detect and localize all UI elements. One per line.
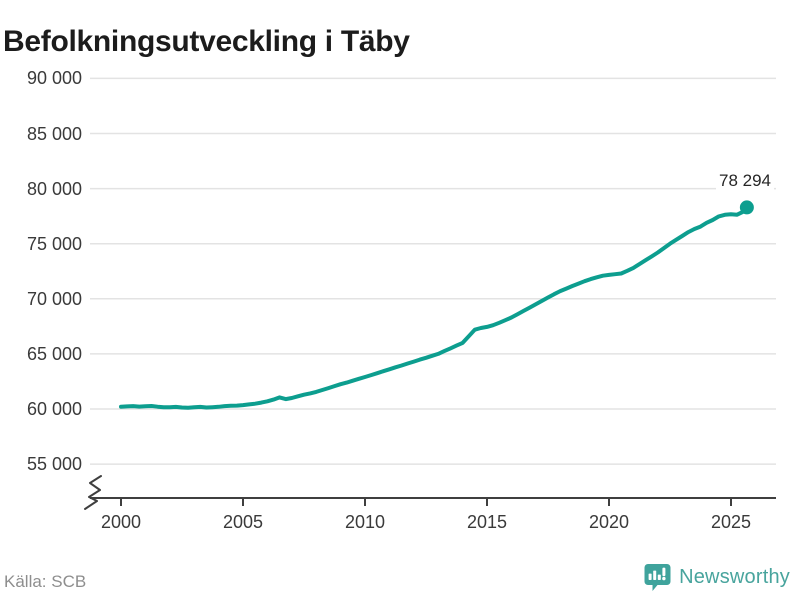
chart-title: Befolkningsutveckling i Täby xyxy=(3,25,410,59)
newsworthy-logo: Newsworthy xyxy=(644,561,790,593)
population-line-series xyxy=(119,200,754,410)
last-point-marker xyxy=(739,200,754,215)
population-line xyxy=(119,205,749,410)
source-caption: Källa: SCB xyxy=(4,572,87,591)
newsworthy-logo-text: Newsworthy xyxy=(679,565,790,588)
axis-break-icon xyxy=(84,475,102,510)
newsworthy-logo-icon xyxy=(644,563,671,591)
x-axis xyxy=(90,497,776,506)
axis-break-zigzag xyxy=(84,475,102,510)
